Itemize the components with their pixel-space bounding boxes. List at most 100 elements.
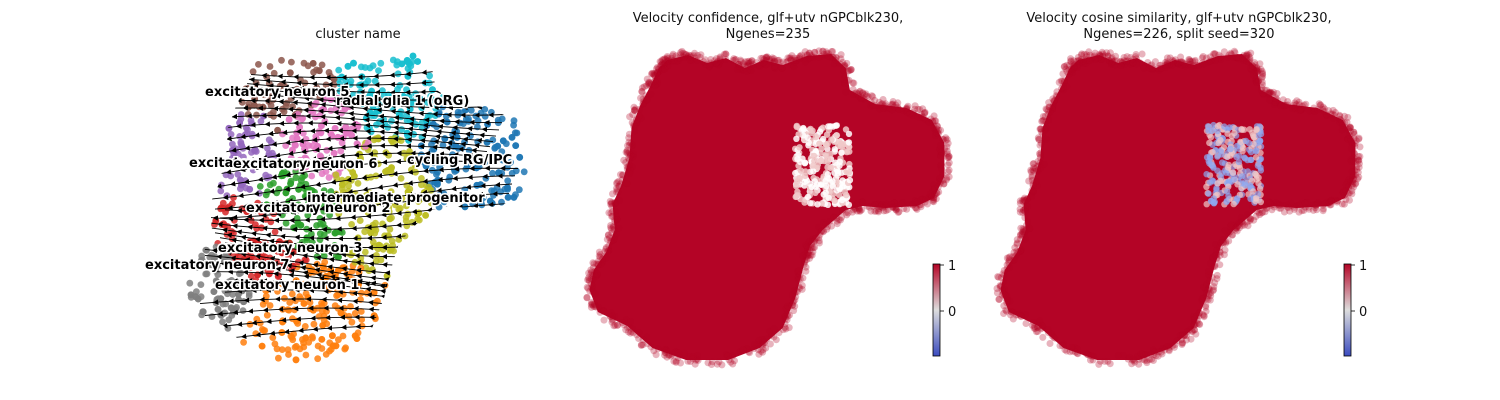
- edge-point: [1165, 347, 1173, 355]
- cluster-point: [245, 103, 252, 111]
- edge-point: [676, 51, 684, 59]
- edge-point: [1079, 57, 1087, 65]
- edge-point: [759, 341, 767, 349]
- edge-point: [1253, 79, 1261, 87]
- label-excitatory-neuron-5: excitatory neuron 5: [205, 85, 349, 100]
- cluster-point: [263, 311, 271, 319]
- edge-point: [932, 117, 940, 125]
- edge-point: [799, 274, 807, 282]
- edge-point: [745, 348, 753, 356]
- cluster-point: [382, 149, 390, 157]
- edge-point: [662, 345, 670, 353]
- cluster-point: [377, 256, 385, 264]
- low-value-point: [824, 140, 831, 147]
- edge-point: [738, 66, 746, 74]
- edge-point: [736, 348, 744, 355]
- edge-point: [626, 169, 634, 177]
- edge-point: [660, 65, 668, 73]
- cluster-point: [404, 210, 412, 218]
- edge-point: [1205, 267, 1212, 275]
- low-value-point: [1238, 173, 1246, 180]
- cluster-point: [504, 194, 512, 201]
- edge-point: [840, 64, 848, 72]
- panel-1-title-line1: cluster name: [315, 27, 401, 42]
- edge-point: [739, 346, 747, 354]
- low-value-point: [817, 157, 825, 164]
- cluster-point: [353, 335, 361, 342]
- cluster-point: [231, 148, 239, 156]
- low-value-point: [1223, 198, 1230, 205]
- edge-point: [844, 209, 852, 217]
- cluster-point: [484, 120, 491, 128]
- edge-point: [668, 349, 676, 357]
- edge-point: [867, 207, 875, 215]
- edge-point: [869, 102, 877, 110]
- low-value-point: [1238, 125, 1245, 133]
- low-value-point: [1247, 195, 1254, 202]
- edge-point: [911, 197, 919, 205]
- edge-point: [869, 93, 877, 101]
- low-value-point: [1230, 176, 1238, 183]
- low-value-point: [1221, 123, 1228, 130]
- edge-point: [748, 57, 756, 65]
- edge-point: [628, 119, 636, 127]
- cluster-point: [384, 167, 392, 174]
- cluster-point: [405, 137, 412, 144]
- edge-point: [682, 50, 690, 58]
- edge-point: [702, 61, 710, 69]
- edge-point: [795, 283, 803, 291]
- edge-point: [1104, 357, 1112, 365]
- cluster-point: [374, 135, 382, 143]
- edge-point: [811, 48, 819, 56]
- cluster-point: [384, 232, 392, 239]
- edge-point: [790, 287, 798, 294]
- edge-point: [644, 80, 652, 88]
- edge-point: [1037, 149, 1045, 157]
- edge-point: [648, 69, 656, 77]
- cluster-point: [516, 153, 524, 161]
- edge-point: [1000, 267, 1008, 274]
- edge-point: [796, 52, 804, 60]
- cluster-point: [482, 174, 490, 182]
- edge-point: [639, 341, 647, 349]
- label-excitatory-neuron-4: excitatory neuron 4: [189, 156, 333, 171]
- edge-point: [623, 165, 631, 173]
- edge-point: [638, 88, 646, 96]
- cluster-point: [356, 217, 364, 225]
- cluster-point: [287, 180, 294, 188]
- cluster-point: [296, 123, 303, 131]
- edge-point: [593, 272, 601, 279]
- edge-point: [927, 115, 935, 123]
- edge-point: [882, 100, 890, 108]
- low-value-point: [1210, 164, 1217, 171]
- edge-point: [830, 60, 838, 68]
- edge-point: [805, 243, 813, 251]
- edge-point: [647, 90, 655, 98]
- cluster-point: [494, 116, 502, 124]
- edge-point: [696, 53, 704, 61]
- edge-point: [688, 57, 696, 64]
- cluster-point: [319, 220, 327, 228]
- edge-point: [663, 53, 671, 60]
- edge-point: [903, 104, 911, 112]
- edge-point: [848, 208, 856, 216]
- low-value-point: [1233, 142, 1241, 150]
- edge-point: [921, 198, 929, 206]
- edge-point: [1265, 89, 1273, 97]
- edge-point: [880, 104, 888, 112]
- edge-point: [605, 247, 613, 255]
- edge-point: [583, 294, 591, 302]
- edge-point: [849, 86, 857, 93]
- edge-point: [888, 101, 896, 109]
- edge-point: [833, 220, 841, 228]
- edge-point: [667, 352, 675, 360]
- cluster-point: [363, 289, 371, 297]
- low-value-point: [1214, 153, 1221, 160]
- edge-point: [625, 130, 633, 138]
- edge-point: [931, 117, 939, 125]
- edge-point: [731, 357, 738, 365]
- edge-point: [619, 171, 627, 179]
- edge-point: [718, 361, 726, 369]
- edge-point: [685, 51, 693, 59]
- cluster-point: [310, 320, 318, 328]
